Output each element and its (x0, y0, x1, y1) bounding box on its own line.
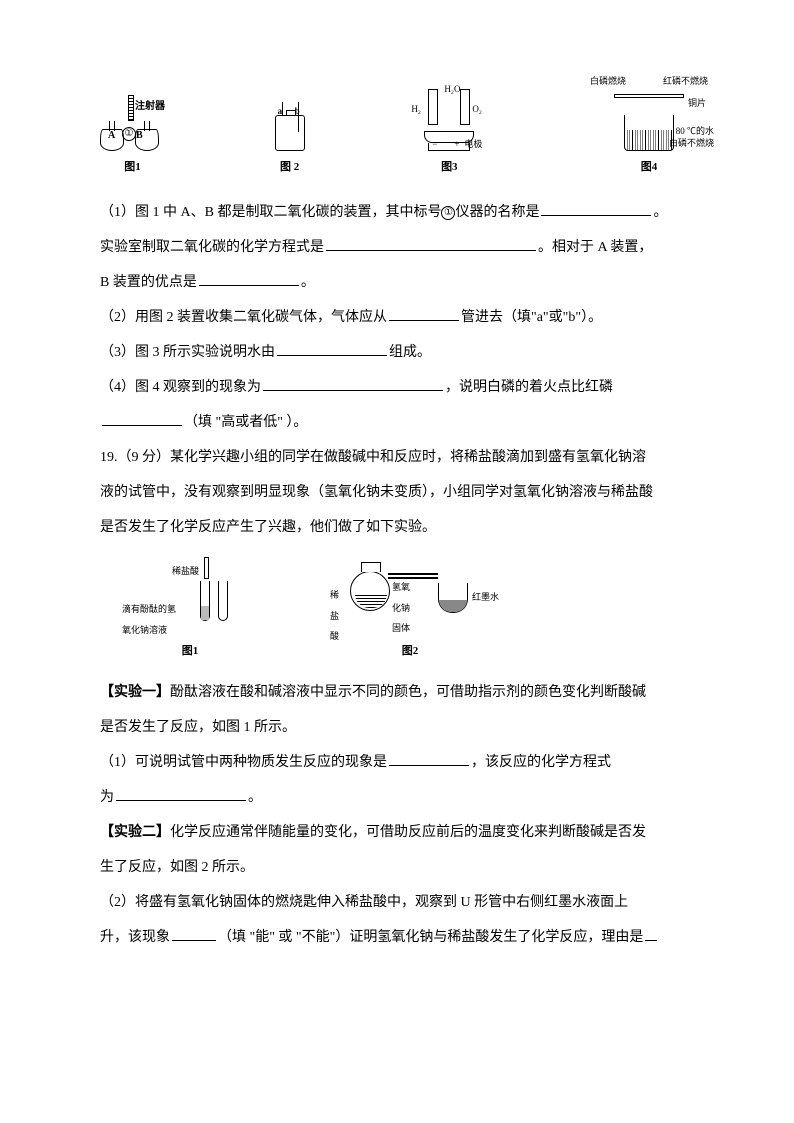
text: ，该反应的化学方程式 (471, 755, 611, 770)
blank-input[interactable] (102, 410, 182, 426)
mid-figure-2: 稀 盐 酸 氢氧 化钠 固体 红墨水 图2 (310, 555, 510, 665)
blank-input[interactable] (263, 375, 443, 391)
blank-input[interactable] (116, 785, 246, 801)
exp1-q1-line2: 为。 (100, 780, 704, 815)
naoh-label: 氢氧 化钠 固体 (392, 577, 410, 639)
circled-1-inline: ① (441, 206, 455, 220)
text: 。相对于 A 装置， (538, 240, 652, 255)
exp1-line2: 是否发生了反应，如图 1 所示。 (100, 710, 704, 745)
electrolysis-icon: H₂O H₂ O₂ 电极 − + (414, 81, 484, 151)
text: （4）图 4 观察到的现象为 (100, 380, 261, 395)
text: 酚酞溶液在酸和碱溶液中显示不同的颜色，可借助指示剂的颜色变化判断酸碱 (170, 685, 646, 700)
flask-a-label: A (108, 124, 115, 147)
text: （2）用图 2 装置收集二氧化碳气体，气体应从 (100, 310, 387, 325)
exp2-line2: 生了反应，如图 2 所示。 (100, 850, 704, 885)
figure-3: H₂O H₂ O₂ 电极 − + 图3 (414, 81, 484, 180)
exp2-q2-line2: 升，该现象 （填 "能" 或 "不能"）证明氢氧化钠与稀盐酸发生了化学反应，理由是 (100, 920, 704, 955)
q19-intro-a: 19.（9 分）某化学兴趣小组的同学在做酸碱中和反应时，将稀盐酸滴加到盛有氢氧化… (100, 440, 704, 475)
text: （3）图 3 所示实验说明水由 (100, 345, 275, 360)
tube-content-label: 滴有酚酞的氢 氧化钠溶液 (122, 599, 176, 640)
q19-intro-b: 液的试管中，没有观察到明显现象（氢氧化钠未变质），小组同学对氢氧化钠溶液与稀盐酸 (100, 475, 704, 510)
hcl-label-2: 稀 盐 酸 (330, 585, 339, 647)
text: 仪器的名称是 (455, 205, 539, 220)
blank-input[interactable] (541, 200, 651, 216)
text: 为 (100, 790, 114, 805)
text: （填 "能" 或 "不能"）证明氢氧化钠与稀盐酸发生了化学反应，理由是 (218, 930, 643, 945)
text: （填 "高或者低" ）。 (184, 415, 307, 430)
top-diagrams-row: A 注射器 B ① 图1 a b 图 2 (100, 70, 704, 180)
q1-line2: 实验室制取二氧化碳的化学方程式是 。相对于 A 装置， (100, 230, 704, 265)
figure-2: a b 图 2 (275, 115, 305, 180)
q1-line1: （1）图 1 中 A、B 都是制取二氧化碳的装置，其中标号①仪器的名称是 。 (100, 195, 704, 230)
q1-line3: B 装置的优点是 。 (100, 265, 704, 300)
text: （1）可说明试管中两种物质发生反应的现象是 (100, 755, 387, 770)
red-noburn-label: 红磷不燃烧 (663, 76, 708, 87)
text: 实验室制取二氧化碳的化学方程式是 (100, 240, 324, 255)
white-noburn-label: 白磷不燃烧 (669, 138, 714, 149)
q4-line1: （4）图 4 观察到的现象为 ，说明白磷的着火点比红磷 (100, 370, 704, 405)
fig3-caption: 图3 (441, 155, 458, 180)
copper-label: 铜片 (688, 98, 706, 109)
flask-b-label: B (136, 124, 143, 147)
text: 组成。 (389, 345, 431, 360)
white-burn-label: 白磷燃烧 (590, 76, 626, 87)
text: 。 (301, 275, 315, 290)
text: （1）图 1 中 A、B 都是制取二氧化碳的装置，其中标号 (100, 205, 441, 220)
beaker-icon (624, 115, 674, 151)
gas-bottle-icon (275, 115, 305, 151)
u-tube-icon (438, 583, 468, 613)
blank-input[interactable] (389, 750, 469, 766)
exp2-line1: 【实验二】化学反应通常伴随能量的变化，可借助反应前后的温度变化来判断酸碱是否发 (100, 815, 704, 850)
figure-4: 白磷燃烧 红磷不燃烧 铜片 80 ℃的水 白磷不燃烧 图4 (594, 76, 704, 180)
q19-intro-c: 是否发生了化学反应产生了兴趣，他们做了如下实验。 (100, 510, 704, 545)
fig1-caption: 图1 (124, 155, 141, 180)
exp1-q1-line1: （1）可说明试管中两种物质发生反应的现象是 ，该反应的化学方程式 (100, 745, 704, 780)
text: ，说明白磷的着火点比红磷 (445, 380, 613, 395)
text: 。 (248, 790, 262, 805)
blank-input[interactable] (277, 340, 387, 356)
fig4-caption: 图4 (641, 155, 658, 180)
h2-label: H₂ (411, 99, 421, 120)
exp1-head: 【实验一】 (100, 685, 170, 700)
text: 升，该现象 (100, 930, 170, 945)
round-flask-icon (350, 571, 390, 611)
syringe-label: 注射器 (135, 95, 165, 118)
blank-input[interactable] (199, 270, 299, 286)
figure-1: A 注射器 B ① 图1 (100, 95, 165, 180)
circled-1-icon: ① (122, 127, 136, 141)
fig2-caption: 图 2 (280, 155, 299, 180)
testtube-2-icon (218, 581, 228, 621)
mid-diagrams-row: 稀盐酸 滴有酚酞的氢 氧化钠溶液 图1 稀 盐 酸 氢氧 化钠 固体 红墨水 图 (130, 555, 704, 665)
q2-line: （2）用图 2 装置收集二氧化碳气体，气体应从 管进去（填"a"或"b"）。 (100, 300, 704, 335)
q3-line: （3）图 3 所示实验说明水由 组成。 (100, 335, 704, 370)
exp1-line1: 【实验一】酚酞溶液在酸和碱溶液中显示不同的颜色，可借助指示剂的颜色变化判断酸碱 (100, 675, 704, 710)
text: B 装置的优点是 (100, 275, 197, 290)
text: 管进去（填"a"或"b"）。 (461, 310, 602, 325)
h2o-label: H₂O (444, 79, 460, 100)
mid-fig2-caption: 图2 (402, 639, 419, 664)
blank-input[interactable] (389, 305, 459, 321)
blank-input[interactable] (326, 235, 536, 251)
blank-input[interactable] (645, 925, 657, 941)
copper-exp-icon: 白磷燃烧 红磷不燃烧 铜片 80 ℃的水 白磷不燃烧 (594, 76, 704, 151)
text: 。 (653, 205, 667, 220)
water-temp-label: 80 ℃的水 (676, 126, 714, 137)
o2-label: O₂ (472, 99, 482, 120)
text: 化学反应通常伴随能量的变化，可借助反应前后的温度变化来判断酸碱是否发 (170, 825, 646, 840)
hcl-label: 稀盐酸 (172, 561, 199, 582)
ink-label: 红墨水 (472, 587, 499, 608)
syringe-icon (128, 95, 134, 121)
mid-figure-1: 稀盐酸 滴有酚酞的氢 氧化钠溶液 图1 (130, 555, 250, 665)
exp2-head: 【实验二】 (100, 825, 170, 840)
q4-line2: （填 "高或者低" ）。 (100, 405, 704, 440)
dropper-icon (204, 557, 209, 579)
blank-input[interactable] (172, 925, 216, 941)
exp2-q2-line1: （2）将盛有氢氧化钠固体的燃烧匙伸入稀盐酸中，观察到 U 形管中右侧红墨水液面上 (100, 885, 704, 920)
mid-fig1-caption: 图1 (182, 639, 199, 664)
testtube-1-icon (200, 581, 210, 621)
